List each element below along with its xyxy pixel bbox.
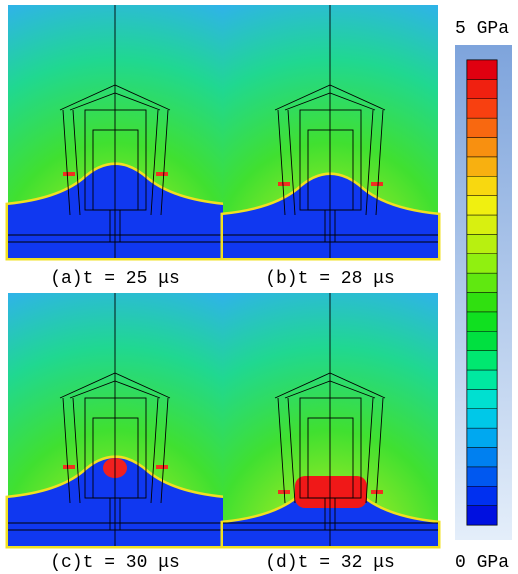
hot-spot [63, 465, 75, 469]
colorbar-band [467, 79, 497, 98]
colorbar-min: 0 GPa [455, 553, 509, 573]
simulation-panel [223, 293, 438, 546]
caption: (c)t = 30 μs [50, 553, 180, 573]
colorbar-band [467, 157, 497, 176]
hot-spot [156, 465, 168, 469]
hot-spot [63, 172, 75, 176]
simulation-panel [8, 5, 223, 258]
colorbar-band [467, 176, 497, 195]
colorbar-band [467, 370, 497, 389]
colorbar-band [467, 215, 497, 234]
caption: (d)t = 32 μs [265, 553, 395, 573]
colorbar-band [467, 60, 497, 79]
colorbar [467, 60, 497, 525]
simulation-panel [8, 293, 223, 546]
colorbar-band [467, 99, 497, 118]
simulation-panel [223, 5, 438, 258]
colorbar-band [467, 506, 497, 525]
colorbar-band [467, 196, 497, 215]
caption: (a)t = 25 μs [50, 269, 180, 289]
hot-spot [278, 182, 290, 186]
colorbar-band [467, 351, 497, 370]
hot-spot [156, 172, 168, 176]
colorbar-band [467, 234, 497, 253]
hot-spot [371, 182, 383, 186]
colorbar-band [467, 118, 497, 137]
colorbar-band [467, 254, 497, 273]
colorbar-band [467, 467, 497, 486]
figure: (a)t = 25 μs (b)t = 28 μs (c)t = 30 μs (… [0, 0, 518, 574]
colorbar-band [467, 428, 497, 447]
hot-core [295, 476, 367, 508]
caption: (b)t = 28 μs [265, 269, 395, 289]
colorbar-band [467, 389, 497, 408]
colorbar-band [467, 293, 497, 312]
colorbar-max: 5 GPa [455, 19, 509, 39]
colorbar-band [467, 312, 497, 331]
colorbar-band [467, 273, 497, 292]
colorbar-band [467, 138, 497, 157]
colorbar-band [467, 486, 497, 505]
colorbar-band [467, 331, 497, 350]
colorbar-band [467, 448, 497, 467]
colorbar-band [467, 409, 497, 428]
